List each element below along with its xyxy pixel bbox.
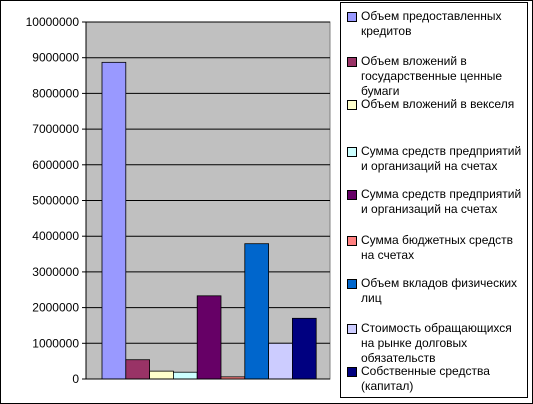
y-tick-label: 0	[72, 372, 79, 386]
bar-series-8	[268, 342, 293, 380]
legend-label: Сумма бюджетных средств на счетах	[361, 233, 513, 262]
legend-swatch	[347, 236, 357, 246]
y-tick-label: 7000000	[32, 122, 79, 136]
y-tick-label: 4000000	[32, 229, 79, 243]
legend-label: Объем вложений в векселя	[361, 97, 515, 111]
bars	[101, 61, 317, 380]
legend-label: Объем предоставленных кредитов	[361, 9, 502, 38]
legend-swatch	[347, 147, 357, 157]
legend-label: Объем вложений в государственные ценные …	[361, 54, 502, 98]
y-tick-label: 2000000	[32, 301, 79, 315]
legend-swatch	[347, 324, 357, 334]
bar-series-4	[172, 371, 198, 380]
bar-series-5	[196, 295, 222, 380]
bar-series-3	[149, 370, 174, 380]
bar-series-1	[101, 61, 127, 380]
legend-label: Сумма средств предприятий и организаций …	[361, 144, 522, 173]
legend-swatch	[347, 367, 357, 377]
legend: Объем предоставленных кредитов Объем влож…	[340, 2, 528, 398]
y-tick-label: 1000000	[32, 336, 79, 350]
legend-label: Объем вкладов физических лиц	[361, 276, 518, 305]
legend-swatch	[347, 57, 357, 67]
legend-label: Собственные средства (капитал)	[361, 364, 490, 393]
legend-swatch	[347, 190, 357, 200]
bar-series-7	[244, 243, 270, 380]
y-tick-label: 5000000	[32, 194, 79, 208]
bar-series-9	[291, 317, 317, 380]
y-axis-ticks: 0 1000000 2000000 3000000 4000000 5000000 6000…	[26, 15, 86, 386]
y-tick-label: 10000000	[26, 15, 80, 29]
legend-swatch	[347, 279, 357, 289]
y-tick-label: 8000000	[32, 86, 79, 100]
legend-label: Сумма средств предприятий и организаций …	[361, 187, 522, 216]
bar-series-2	[125, 359, 151, 380]
legend-label: Стоимость обращающихся на рынке долговых…	[361, 321, 512, 365]
legend-swatch	[347, 12, 357, 22]
legend-swatch	[347, 100, 357, 110]
y-tick-label: 6000000	[32, 158, 79, 172]
y-tick-label: 3000000	[32, 265, 79, 279]
y-tick-label: 9000000	[32, 51, 79, 65]
